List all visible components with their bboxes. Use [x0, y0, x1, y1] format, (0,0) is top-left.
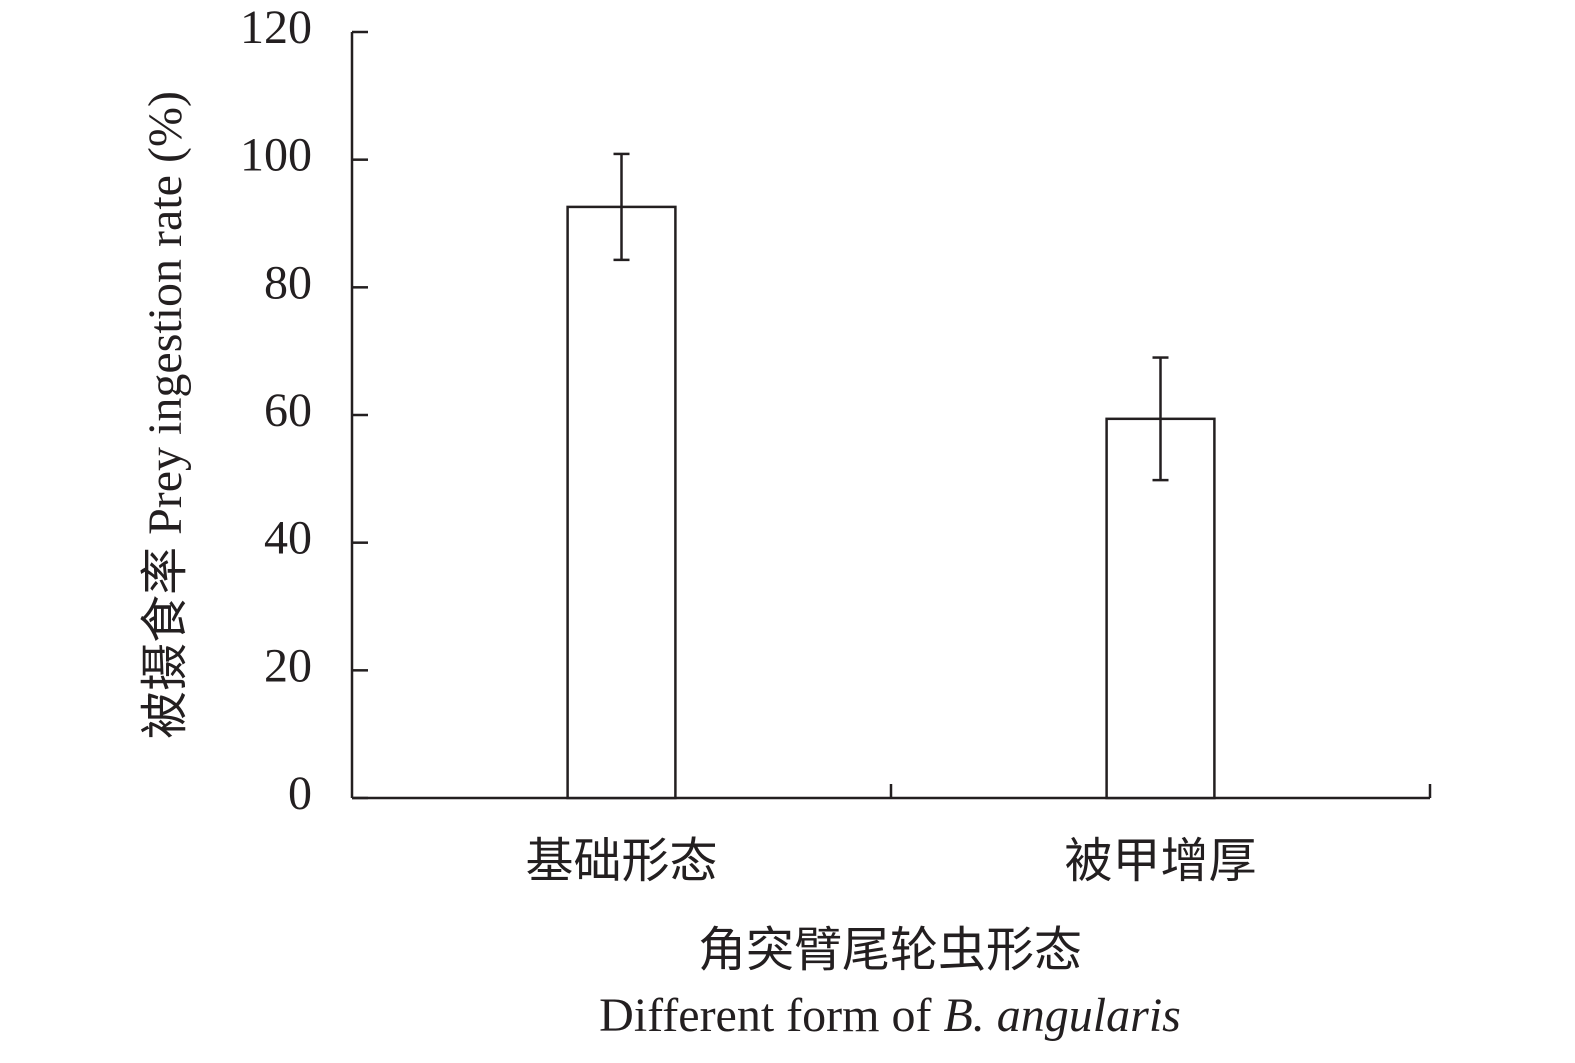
x-axis-label-species: B. angularis	[943, 989, 1180, 1042]
y-tick-label: 20	[264, 639, 312, 692]
bar	[1105, 417, 1216, 800]
x-axis-label: 角突臂尾轮虫形态	[698, 924, 1082, 977]
y-tick-label: 60	[264, 384, 312, 437]
x-axis-label-en-text: Different form of	[599, 989, 931, 1042]
y-tick-label: 100	[240, 129, 312, 182]
y-tick-label: 80	[264, 256, 312, 309]
bar	[566, 205, 677, 800]
y-tick-label: 40	[264, 512, 312, 565]
x-axis-label-en: Different form of B. angularis	[599, 989, 1181, 1042]
x-tick-label: 被甲增厚	[1064, 835, 1256, 888]
y-tick-label: 120	[240, 1, 312, 54]
x-tick-label: 基础形态	[525, 835, 717, 888]
y-tick-label: 0	[288, 767, 312, 820]
y-axis-label: 被摄食率 Prey ingestion rate (%)	[139, 91, 192, 739]
